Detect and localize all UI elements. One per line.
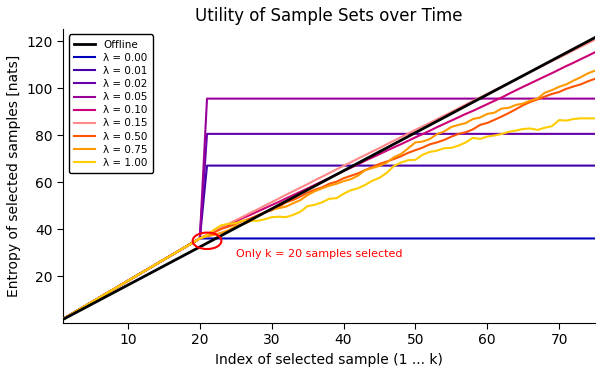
- Offline: [591, 35, 598, 40]
- λ = 0.02: [203, 132, 211, 136]
- λ = 1.00: [103, 291, 110, 296]
- Legend: Offline, λ = 0.00, λ = 0.01, λ = 0.02, λ = 0.05, λ = 0.10, λ = 0.15, λ = 0.50, λ: Offline, λ = 0.00, λ = 0.01, λ = 0.02, λ…: [69, 34, 152, 173]
- Line: Offline: Offline: [63, 37, 595, 319]
- λ = 0.02: [505, 132, 512, 136]
- λ = 0.15: [498, 85, 505, 89]
- λ = 0.00: [103, 291, 110, 296]
- λ = 0.02: [470, 132, 477, 136]
- λ = 1.00: [476, 137, 483, 141]
- λ = 0.05: [470, 96, 477, 101]
- λ = 0.50: [462, 130, 470, 135]
- Offline: [534, 66, 541, 70]
- λ = 0.05: [203, 96, 211, 101]
- λ = 0.50: [476, 123, 483, 127]
- λ = 0.00: [483, 236, 491, 241]
- λ = 0.00: [60, 317, 67, 321]
- λ = 0.15: [483, 92, 491, 96]
- λ = 0.10: [534, 78, 541, 82]
- λ = 0.50: [483, 121, 491, 125]
- λ = 0.01: [203, 163, 211, 168]
- λ = 0.01: [591, 163, 598, 168]
- λ = 0.02: [541, 132, 548, 136]
- Line: λ = 1.00: λ = 1.00: [63, 118, 595, 319]
- λ = 0.05: [483, 96, 491, 101]
- λ = 0.15: [591, 37, 598, 42]
- Offline: [60, 317, 67, 322]
- λ = 0.01: [470, 163, 477, 168]
- λ = 0.01: [541, 163, 548, 168]
- λ = 0.10: [60, 317, 67, 321]
- Line: λ = 0.15: λ = 0.15: [63, 40, 595, 319]
- λ = 0.02: [491, 132, 498, 136]
- λ = 0.15: [534, 66, 541, 71]
- λ = 0.75: [60, 317, 67, 321]
- λ = 1.00: [483, 134, 491, 139]
- λ = 0.05: [591, 96, 598, 101]
- λ = 0.00: [505, 236, 512, 241]
- λ = 0.00: [196, 236, 203, 241]
- λ = 0.10: [591, 50, 598, 55]
- λ = 0.75: [483, 112, 491, 116]
- λ = 0.75: [591, 68, 598, 73]
- λ = 0.01: [60, 317, 67, 321]
- λ = 0.02: [103, 291, 110, 296]
- Offline: [483, 92, 491, 97]
- λ = 0.10: [483, 102, 491, 107]
- λ = 0.05: [103, 291, 110, 296]
- Offline: [103, 294, 110, 299]
- X-axis label: Index of selected sample (1 ... k): Index of selected sample (1 ... k): [216, 353, 443, 367]
- λ = 0.10: [476, 105, 483, 110]
- λ = 0.01: [483, 163, 491, 168]
- Line: λ = 0.00: λ = 0.00: [63, 239, 595, 319]
- λ = 0.02: [60, 317, 67, 321]
- λ = 0.15: [60, 317, 67, 321]
- λ = 1.00: [498, 132, 505, 136]
- λ = 0.05: [541, 96, 548, 101]
- Line: λ = 0.02: λ = 0.02: [63, 134, 595, 319]
- λ = 0.50: [498, 114, 505, 119]
- λ = 0.02: [591, 132, 598, 136]
- λ = 0.50: [103, 291, 110, 296]
- λ = 0.15: [103, 291, 110, 296]
- λ = 0.15: [462, 102, 470, 107]
- Offline: [476, 96, 483, 101]
- λ = 1.00: [462, 140, 470, 145]
- Line: λ = 0.05: λ = 0.05: [63, 99, 595, 319]
- λ = 0.05: [60, 317, 67, 321]
- λ = 0.00: [470, 236, 477, 241]
- λ = 0.10: [462, 112, 470, 116]
- Y-axis label: Entropy of selected samples [nats]: Entropy of selected samples [nats]: [7, 55, 21, 297]
- λ = 0.15: [476, 95, 483, 99]
- Offline: [462, 104, 470, 108]
- λ = 0.00: [591, 236, 598, 241]
- λ = 0.01: [505, 163, 512, 168]
- λ = 0.50: [534, 97, 541, 102]
- λ = 0.10: [498, 95, 505, 100]
- Text: Only k = 20 samples selected: Only k = 20 samples selected: [236, 249, 402, 259]
- λ = 0.75: [462, 121, 470, 125]
- λ = 1.00: [591, 116, 598, 120]
- λ = 0.75: [476, 115, 483, 120]
- λ = 1.00: [534, 128, 541, 132]
- λ = 0.02: [483, 132, 491, 136]
- λ = 0.75: [103, 291, 110, 296]
- λ = 0.00: [541, 236, 548, 241]
- λ = 0.05: [491, 96, 498, 101]
- λ = 0.50: [60, 317, 67, 321]
- λ = 0.05: [505, 96, 512, 101]
- Line: λ = 0.01: λ = 0.01: [63, 166, 595, 319]
- λ = 1.00: [60, 317, 67, 321]
- λ = 0.75: [534, 96, 541, 101]
- λ = 0.50: [591, 77, 598, 81]
- λ = 0.01: [491, 163, 498, 168]
- Line: λ = 0.10: λ = 0.10: [63, 52, 595, 319]
- λ = 0.10: [103, 291, 110, 296]
- λ = 0.00: [491, 236, 498, 241]
- λ = 0.75: [498, 106, 505, 111]
- Line: λ = 0.75: λ = 0.75: [63, 71, 595, 319]
- λ = 0.01: [103, 291, 110, 296]
- Offline: [498, 85, 505, 89]
- Line: λ = 0.50: λ = 0.50: [63, 79, 595, 319]
- Title: Utility of Sample Sets over Time: Utility of Sample Sets over Time: [196, 7, 463, 25]
